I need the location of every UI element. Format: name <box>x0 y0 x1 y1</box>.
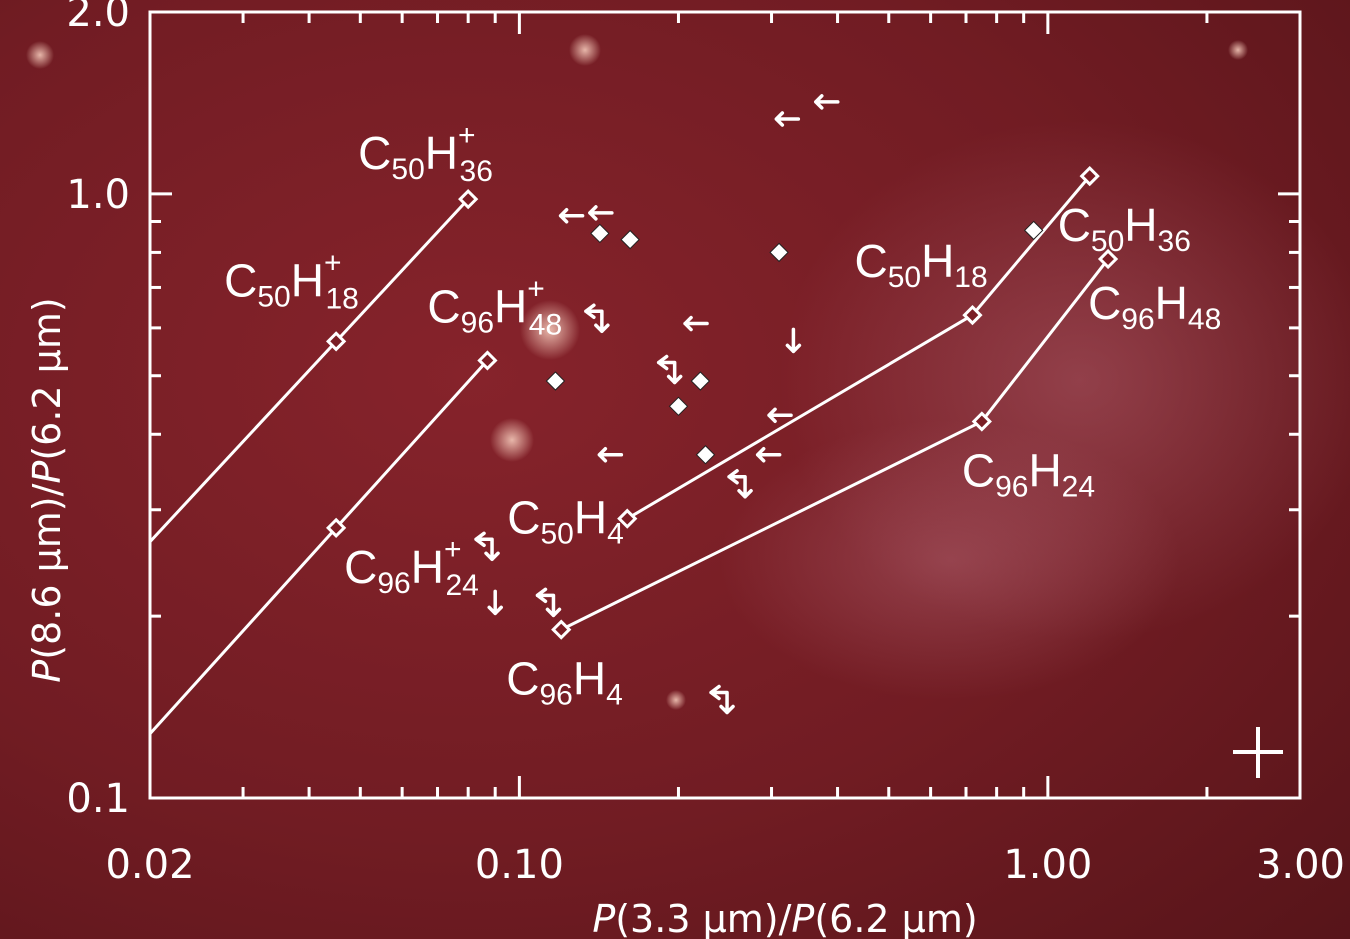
y-tick-label: 2.0 <box>66 0 130 36</box>
error-bar-cross <box>1233 727 1283 778</box>
background-star <box>666 690 686 710</box>
model-point-marker <box>477 350 498 371</box>
observed-point <box>668 396 689 417</box>
x-tick-label: 0.02 <box>105 842 194 888</box>
upper-limit-x-arrow <box>755 446 782 463</box>
upper-limit-y-arrow <box>487 589 503 616</box>
background-star <box>569 34 601 66</box>
model-markers <box>325 165 1119 640</box>
y-tick-label: 0.1 <box>66 776 130 822</box>
upper-limit-x-arrow <box>683 315 709 332</box>
series-labels: C50H+ 36 C50H+ 18 C96H+ 48 C96H+ 24 C50H36 C50H18… <box>224 119 1221 711</box>
model-point-marker <box>1079 165 1100 187</box>
background-star <box>1228 40 1248 60</box>
upper-limit-both-arrow <box>474 531 500 562</box>
upper-limit-both-arrow <box>535 587 562 618</box>
x-tick-label: 1.00 <box>1003 842 1092 888</box>
model-point-marker <box>1097 248 1119 270</box>
model-point-marker <box>962 304 983 326</box>
model-point-label: C50H+ 18 <box>224 246 359 315</box>
model-point-marker <box>325 517 347 538</box>
model-point-marker <box>325 331 347 352</box>
y-tick-label: 1.0 <box>66 172 130 218</box>
tick-labels: 0.02 0.10 1.00 3.00 0.1 1.0 2.0 <box>66 0 1345 888</box>
model-point-label: C96H24 <box>962 444 1095 503</box>
model-point-marker <box>551 619 572 640</box>
nebula-glow-lower <box>720 420 1180 700</box>
observed-point <box>590 223 610 244</box>
plot-frame <box>148 10 1302 800</box>
model-point-label: C50H18 <box>854 235 987 294</box>
upper-limit-both-arrow <box>727 468 753 499</box>
model-point-marker <box>971 411 992 432</box>
background-star <box>520 300 580 360</box>
model-point-label: C96H+ 24 <box>344 533 479 602</box>
upper-limit-both-arrow <box>656 354 683 385</box>
background-star <box>490 418 534 462</box>
observed-point <box>690 371 711 391</box>
upper-limit-x-arrow <box>814 94 840 110</box>
background-star <box>26 41 54 69</box>
x-axis-title: P(3.3 μm)/P(6.2 μm) <box>592 897 977 939</box>
observed-point <box>620 229 640 250</box>
model-point-marker <box>458 189 479 210</box>
upper-limit-x-arrow <box>767 407 793 424</box>
model-point-label: C50H4 <box>507 492 624 551</box>
axis-ticks <box>148 10 1302 800</box>
model-point-label: C96H48 <box>1088 277 1221 336</box>
model-point-label: C96H+ 48 <box>427 272 562 341</box>
upper-limit-x-arrow <box>588 205 614 221</box>
upper-limit-x-arrow <box>597 446 624 463</box>
x-tick-label: 0.10 <box>475 842 564 888</box>
upper-limit-both-arrow <box>584 303 610 334</box>
upper-limit-x-arrow <box>774 111 801 127</box>
y-axis-title: P(8.6 μm)/P(6.2 μm) <box>25 297 69 682</box>
model-point-label: C50H36 <box>1058 199 1191 258</box>
model-point-label: C96H4 <box>506 653 623 712</box>
upper-limit-both-arrow <box>709 684 735 715</box>
model-point-label: C50H+ 36 <box>358 119 493 188</box>
x-tick-label: 3.00 <box>1256 842 1345 888</box>
observed-point <box>695 445 716 465</box>
observation-markers <box>474 94 1044 715</box>
model-point-marker <box>617 508 638 529</box>
upper-limit-x-arrow <box>558 207 585 224</box>
observed-point <box>1023 220 1044 241</box>
observed-point <box>545 371 566 391</box>
observed-point <box>769 242 789 263</box>
upper-limit-y-arrow <box>785 327 802 354</box>
